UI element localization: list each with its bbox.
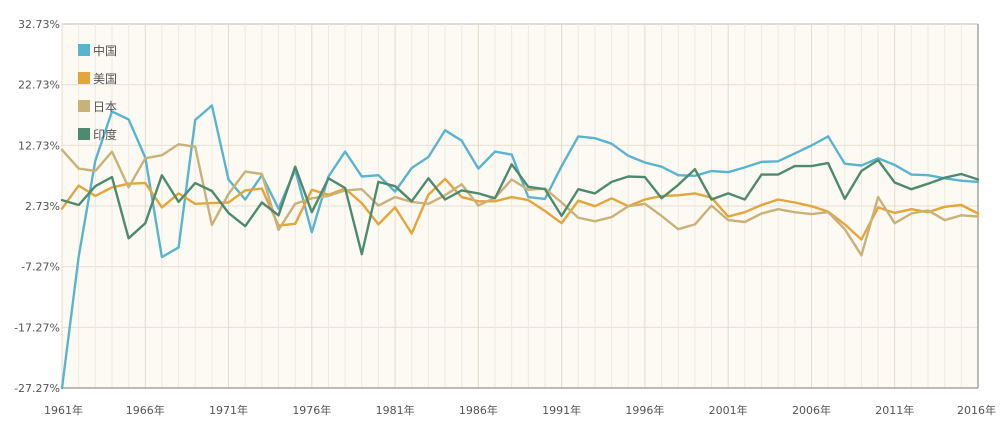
series-line: [60, 158, 980, 256]
y-tick-label: 2.73%: [25, 200, 60, 213]
y-tick-label: 22.73%: [18, 79, 60, 92]
x-tick-label: 1996年: [625, 403, 664, 417]
legend-item[interactable]: 美国: [78, 72, 117, 86]
legend-label: 美国: [93, 72, 117, 86]
legend-swatch: [78, 128, 90, 140]
x-tick-label: 1981年: [376, 403, 415, 417]
y-tick-label: 12.73%: [18, 139, 60, 152]
y-axis-ticks: -27.27% -17.27% -7.27% 2.73% 12.73% 22.73% 32.…: [14, 18, 60, 395]
legend-label: 日本: [93, 100, 117, 114]
legend-item[interactable]: 日本: [78, 100, 117, 114]
x-tick-label: 2016年: [957, 403, 996, 417]
y-tick-label: 32.73%: [18, 18, 60, 31]
legend-item[interactable]: 中国: [78, 43, 117, 58]
series-line: [60, 177, 980, 241]
grid-lines: [61, 23, 979, 389]
y-tick-label: -7.27%: [21, 261, 60, 274]
x-tick-label: 2011年: [875, 403, 914, 417]
x-tick-label: 1966年: [126, 403, 165, 417]
x-tick-label: 1991年: [542, 403, 581, 417]
x-tick-label: 1986年: [459, 403, 498, 417]
legend-swatch: [78, 100, 90, 112]
series-lines: [60, 104, 980, 390]
legend-swatch: [78, 72, 90, 84]
y-tick-label: -27.27%: [14, 382, 60, 395]
x-tick-label: 2001年: [709, 403, 748, 417]
y-tick-label: -17.27%: [14, 321, 60, 334]
legend-label: 印度: [93, 127, 117, 142]
x-tick-label: 1961年: [44, 403, 83, 417]
legend-swatch: [78, 44, 90, 56]
series-line: [60, 143, 980, 257]
legend-item[interactable]: 印度: [78, 127, 117, 142]
x-tick-label: 1976年: [292, 403, 331, 417]
x-tick-label: 1971年: [209, 403, 248, 417]
legend-label: 中国: [93, 43, 117, 58]
x-axis-ticks: 1961年 1966年 1971年 1976年 1981年 1986年 1991年 1996年…: [44, 403, 996, 417]
x-tick-label: 2006年: [792, 403, 831, 417]
